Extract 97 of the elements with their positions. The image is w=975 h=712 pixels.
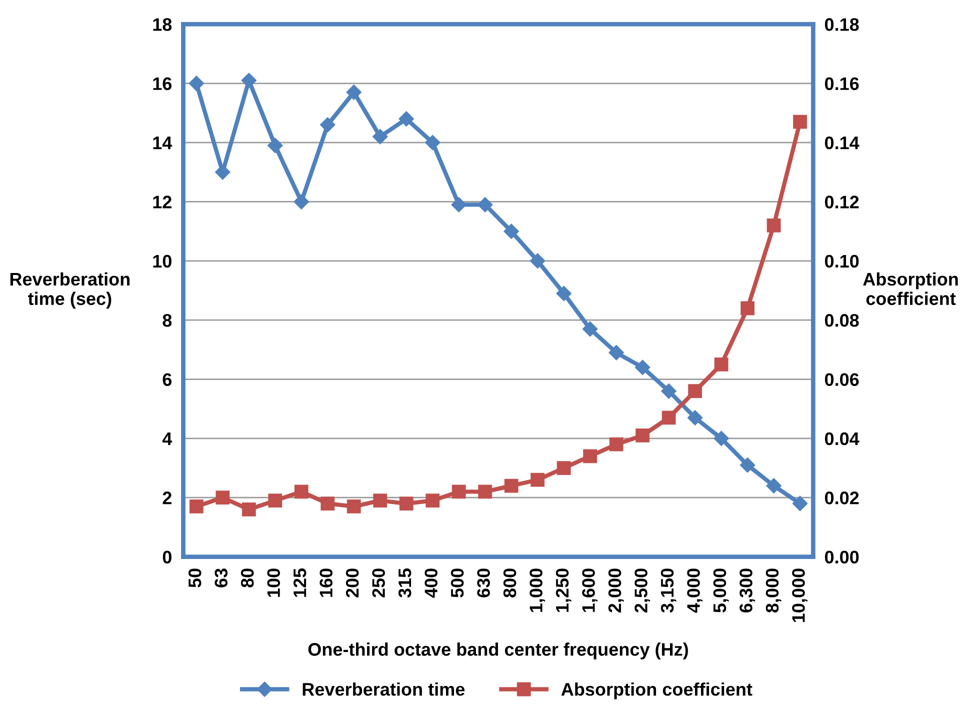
y-tick-label: 2 xyxy=(162,492,172,504)
y2-tick-label: 0.12 xyxy=(824,196,859,208)
x-tick-label: 500 xyxy=(450,568,464,598)
y-tick-label: 10 xyxy=(153,254,172,268)
y2-tick-label: 0.00 xyxy=(824,550,859,564)
point xyxy=(530,472,545,487)
x-tick-label: 4,000 xyxy=(687,568,703,613)
point xyxy=(662,410,676,425)
y-axis-title: Reverberation time (sec) xyxy=(10,272,130,309)
point xyxy=(188,76,204,91)
legend-label: Reverberation time xyxy=(302,682,465,696)
x-tick-label: 5,000 xyxy=(713,568,729,613)
point xyxy=(556,286,572,302)
point xyxy=(504,224,519,239)
x-tick-label: 2,500 xyxy=(634,568,650,612)
y2-tick-label: 0.02 xyxy=(824,492,859,504)
point xyxy=(766,478,782,494)
x-tick-label: 2,000 xyxy=(608,568,624,612)
point xyxy=(740,301,754,316)
x-axis-title: One-third octave band center frequency (Hz) xyxy=(308,642,688,660)
point xyxy=(398,111,414,126)
point xyxy=(740,457,756,473)
point xyxy=(242,502,256,516)
point xyxy=(636,428,650,442)
point xyxy=(372,129,388,144)
point xyxy=(582,321,598,337)
y2-tick-label: 0.08 xyxy=(824,314,859,327)
x-tick-label: 1,600 xyxy=(582,568,598,612)
x-tick-label: 63 xyxy=(214,568,228,588)
point xyxy=(661,384,676,399)
x-tick-label: 3,150 xyxy=(660,568,676,613)
y2-tick-label: 0.18 xyxy=(824,18,859,31)
x-tick-label: 160 xyxy=(320,568,332,597)
y-tick-label: 8 xyxy=(162,314,172,327)
y-tick-label: 12 xyxy=(153,196,172,208)
y-tick-label: 0 xyxy=(162,550,172,564)
x-tick-label: 8,000 xyxy=(766,568,782,612)
x-tick-label: 80 xyxy=(240,568,254,588)
point xyxy=(452,484,466,499)
point xyxy=(320,117,336,132)
point xyxy=(608,345,624,360)
point xyxy=(294,484,308,499)
x-tick-label: 250 xyxy=(372,568,385,598)
point xyxy=(793,114,807,129)
x-tick-label: 6,300 xyxy=(740,568,756,612)
point xyxy=(189,500,204,514)
x-tick-label: 100 xyxy=(267,568,280,597)
point xyxy=(373,494,388,508)
point xyxy=(215,164,230,180)
x-tick-label: 1,000 xyxy=(530,568,546,612)
y2-tick-label: 0.06 xyxy=(824,373,859,386)
point xyxy=(687,410,703,426)
x-tick-label: 125 xyxy=(293,568,306,597)
point xyxy=(425,134,440,150)
point xyxy=(688,384,702,398)
point xyxy=(792,496,808,512)
x-tick-label: 50 xyxy=(188,568,202,588)
y-tick-label: 18 xyxy=(153,18,172,31)
y-tick-label: 16 xyxy=(153,77,172,90)
point xyxy=(478,484,492,499)
x-tick-label: 1,250 xyxy=(556,568,572,612)
point xyxy=(426,494,440,508)
y2-tick-label: 0.14 xyxy=(824,136,860,150)
point xyxy=(320,496,335,510)
point xyxy=(478,197,493,212)
point xyxy=(268,494,282,508)
point xyxy=(451,197,466,212)
point xyxy=(241,72,256,88)
y-tick-label: 4 xyxy=(162,432,172,445)
point xyxy=(346,500,361,514)
point xyxy=(766,218,781,232)
point xyxy=(583,449,598,464)
point xyxy=(634,360,650,375)
point xyxy=(504,478,518,493)
x-tick-label: 315 xyxy=(398,568,412,598)
point xyxy=(714,430,729,446)
x-tick-label: 400 xyxy=(424,568,438,598)
point xyxy=(268,138,283,154)
y2-tick-label: 0.16 xyxy=(824,77,859,90)
point xyxy=(216,490,230,505)
legend-label: Absorption coefficient xyxy=(561,682,752,700)
point xyxy=(609,437,624,452)
x-tick-label: 630 xyxy=(477,568,490,598)
x-tick-label: 200 xyxy=(346,568,359,598)
x-tick-label: 800 xyxy=(503,568,516,598)
point xyxy=(714,358,728,372)
point xyxy=(346,84,362,100)
point xyxy=(399,496,414,510)
y2-tick-label: 0.10 xyxy=(824,254,859,268)
x-tick-label: 10,000 xyxy=(792,568,808,622)
point xyxy=(294,194,309,210)
y-tick-label: 6 xyxy=(162,373,172,386)
y-tick-label: 14 xyxy=(153,136,172,150)
y2-axis-title: Absorption coefficient xyxy=(863,272,958,306)
point xyxy=(530,253,546,268)
point xyxy=(556,461,571,475)
y2-tick-label: 0.04 xyxy=(824,432,860,446)
